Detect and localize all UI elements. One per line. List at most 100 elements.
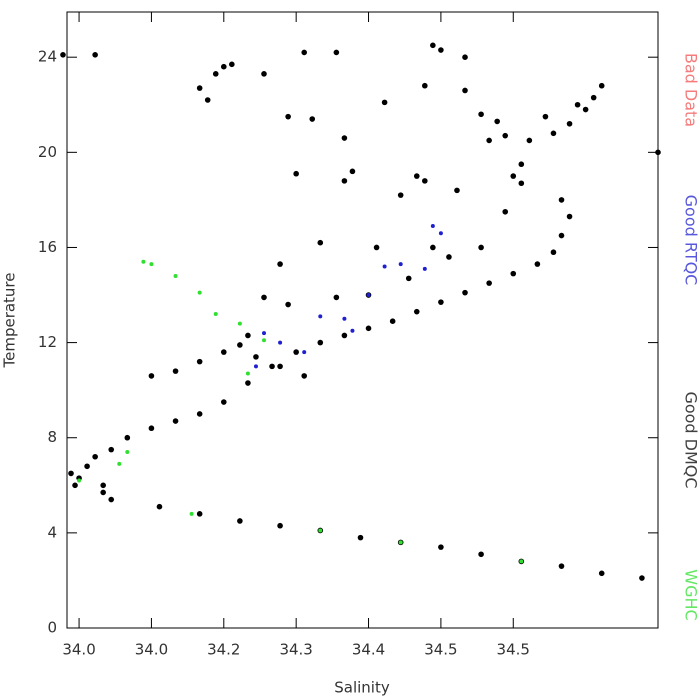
point: [262, 331, 266, 336]
point: [518, 180, 525, 187]
point: [318, 314, 323, 319]
y-tick-label: 0: [47, 619, 57, 637]
point: [357, 534, 364, 541]
point: [510, 173, 517, 179]
point: [277, 261, 283, 267]
point: [478, 111, 484, 118]
point: [72, 482, 78, 489]
point: [84, 463, 90, 470]
point: [534, 261, 541, 267]
y-axis-label: Temperature: [1, 272, 19, 368]
point: [253, 354, 259, 360]
point: [196, 411, 203, 417]
point: [262, 338, 266, 343]
point: [196, 358, 203, 365]
point: [405, 275, 412, 282]
point: [389, 318, 396, 324]
point: [92, 52, 98, 58]
point: [341, 332, 348, 339]
point: [422, 178, 428, 184]
point: [333, 294, 340, 301]
point: [438, 231, 443, 236]
point: [261, 294, 267, 301]
x-tick-label: 34.0: [135, 641, 168, 659]
point: [148, 373, 155, 379]
point: [446, 254, 452, 260]
point: [413, 173, 420, 179]
point: [550, 130, 557, 137]
point: [285, 113, 291, 120]
x-tick-label: 34.0: [62, 641, 95, 659]
point: [245, 371, 250, 376]
point: [566, 120, 573, 127]
point: [77, 478, 82, 483]
point: [108, 496, 115, 503]
point: [582, 106, 589, 113]
point: [317, 339, 324, 346]
point: [149, 262, 154, 267]
point: [172, 418, 179, 424]
point: [220, 63, 227, 70]
point: [341, 135, 348, 141]
point: [141, 259, 146, 264]
point: [277, 363, 283, 370]
point: [349, 168, 356, 175]
point: [502, 132, 509, 139]
point: [269, 363, 275, 370]
point: [125, 450, 130, 454]
point: [510, 270, 517, 277]
point: [413, 308, 420, 315]
point: [197, 290, 202, 295]
point: [341, 178, 348, 184]
point: [318, 528, 323, 533]
point: [566, 213, 573, 220]
point: [108, 446, 115, 453]
x-axis-label: Salinity: [334, 679, 390, 697]
point: [422, 82, 428, 89]
point: [502, 208, 509, 215]
point: [285, 301, 291, 308]
point: [220, 399, 227, 405]
point: [454, 187, 460, 194]
point: [350, 328, 355, 333]
point: [277, 522, 283, 529]
point: [68, 470, 74, 477]
point: [381, 99, 388, 106]
point: [486, 280, 492, 286]
point: [598, 570, 605, 577]
x-tick-label: 34.4: [352, 641, 385, 659]
point: [462, 289, 468, 296]
point: [196, 511, 203, 517]
point: [590, 94, 597, 101]
point: [518, 161, 525, 168]
point: [430, 224, 435, 229]
point: [293, 349, 299, 355]
point: [655, 149, 661, 156]
point: [574, 101, 581, 108]
x-tick-label: 34.2: [207, 641, 240, 659]
point: [92, 453, 98, 460]
point: [60, 52, 66, 58]
point: [100, 482, 106, 489]
point: [558, 563, 565, 569]
x-tick-label: 34.3: [279, 641, 312, 659]
point: [365, 325, 372, 332]
point: [438, 299, 444, 305]
point: [462, 54, 468, 60]
legend-label: Good RTQC: [682, 195, 700, 286]
point: [173, 274, 178, 278]
point: [373, 244, 380, 251]
point: [382, 264, 387, 269]
point: [212, 71, 219, 77]
point: [397, 192, 404, 198]
point: [542, 113, 549, 120]
point: [438, 544, 444, 550]
point: [196, 85, 203, 91]
point: [519, 559, 524, 564]
point: [117, 461, 122, 466]
point: [558, 197, 565, 203]
point: [333, 49, 340, 56]
point: [229, 61, 235, 68]
